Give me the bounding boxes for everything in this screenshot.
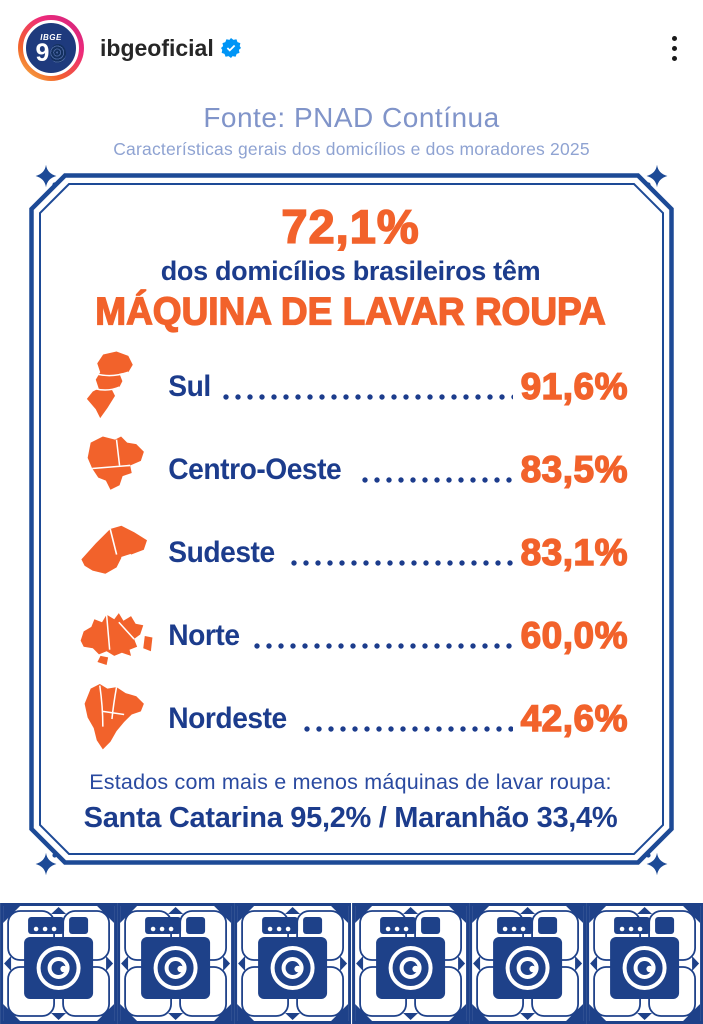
frame-footer: Estados com mais e menos máquinas de lav… bbox=[73, 770, 628, 835]
region-value: 83,1% bbox=[520, 531, 628, 573]
corner-flourish-icon bbox=[35, 164, 57, 188]
region-list: Sul 91,6% Centro-Oeste 83,5% Sudeste 83,… bbox=[73, 345, 628, 760]
region-row-centro-oeste: Centro-Oeste 83,5% bbox=[73, 428, 628, 511]
region-row-nordeste: Nordeste 42,6% bbox=[73, 677, 628, 760]
region-name: Centro-Oeste bbox=[168, 452, 342, 486]
region-value: 91,6% bbox=[520, 365, 628, 407]
washing-machine-tile bbox=[469, 903, 586, 1024]
map-centro-oeste-icon bbox=[73, 431, 157, 509]
region-name: Norte bbox=[168, 618, 240, 652]
region-value: 60,0% bbox=[520, 614, 628, 656]
washing-machine-tile bbox=[234, 903, 351, 1024]
tile-pattern-strip bbox=[0, 903, 703, 1024]
corner-flourish-icon bbox=[646, 852, 668, 876]
dotted-leader bbox=[359, 476, 513, 483]
region-value: 42,6% bbox=[520, 697, 628, 739]
profile-avatar[interactable]: IBGE 9 bbox=[18, 15, 84, 81]
corner-flourish-icon bbox=[35, 852, 57, 876]
username[interactable]: ibgeoficial bbox=[100, 34, 214, 61]
footer-label: Estados com mais e menos máquinas de lav… bbox=[89, 770, 612, 795]
dotted-leader bbox=[250, 642, 513, 649]
source-title: Fonte: PNAD Contínua bbox=[203, 102, 500, 133]
washing-machine-tile bbox=[586, 903, 703, 1024]
map-nordeste-icon bbox=[73, 680, 157, 758]
washing-machine-tile bbox=[352, 903, 469, 1024]
headline: 72,1% dos domicílios brasileiros têm MÁQ… bbox=[73, 200, 628, 334]
dotted-leader bbox=[220, 393, 513, 400]
footer-value: Santa Catarina 95,2% / Maranhão 33,4% bbox=[83, 802, 618, 835]
map-sudeste-icon bbox=[73, 514, 157, 592]
washing-machine-tile bbox=[117, 903, 234, 1024]
region-row-sudeste: Sudeste 83,1% bbox=[73, 511, 628, 594]
dotted-leader bbox=[288, 559, 513, 566]
region-value: 83,5% bbox=[520, 448, 628, 490]
region-name: Nordeste bbox=[168, 701, 287, 735]
post-header: IBGE 9 ibgeoficial bbox=[0, 0, 703, 96]
washing-machine-tile bbox=[0, 903, 117, 1024]
region-row-norte: Norte 60,0% bbox=[73, 594, 628, 677]
region-row-sul: Sul 91,6% bbox=[73, 345, 628, 428]
source-block: Fonte: PNAD Contínua Características ger… bbox=[0, 102, 703, 160]
fingerprint-zero-icon bbox=[50, 44, 67, 63]
stat-value: 72,1% bbox=[281, 200, 420, 254]
dotted-leader bbox=[301, 725, 513, 732]
stat-caption: dos domicílios brasileiros têm bbox=[160, 256, 541, 287]
region-name: Sul bbox=[168, 369, 211, 403]
avatar-text-ibge: IBGE bbox=[40, 32, 62, 42]
corner-flourish-icon bbox=[646, 164, 668, 188]
ibge-logo: IBGE 9 bbox=[23, 20, 79, 76]
infographic-frame: 72,1% dos domicílios brasileiros têm MÁQ… bbox=[29, 164, 674, 876]
post-options-menu[interactable] bbox=[668, 28, 681, 69]
map-sul-icon bbox=[73, 348, 157, 426]
avatar-text-90: 9 bbox=[36, 40, 67, 66]
map-norte-icon bbox=[73, 597, 157, 675]
source-subtitle: Características gerais dos domicílios e … bbox=[113, 139, 590, 160]
region-name: Sudeste bbox=[168, 535, 275, 569]
verified-badge-icon bbox=[220, 38, 241, 58]
username-row: ibgeoficial bbox=[100, 35, 241, 62]
stat-subject: MÁQUINA DE LAVAR ROUPA bbox=[95, 289, 607, 334]
